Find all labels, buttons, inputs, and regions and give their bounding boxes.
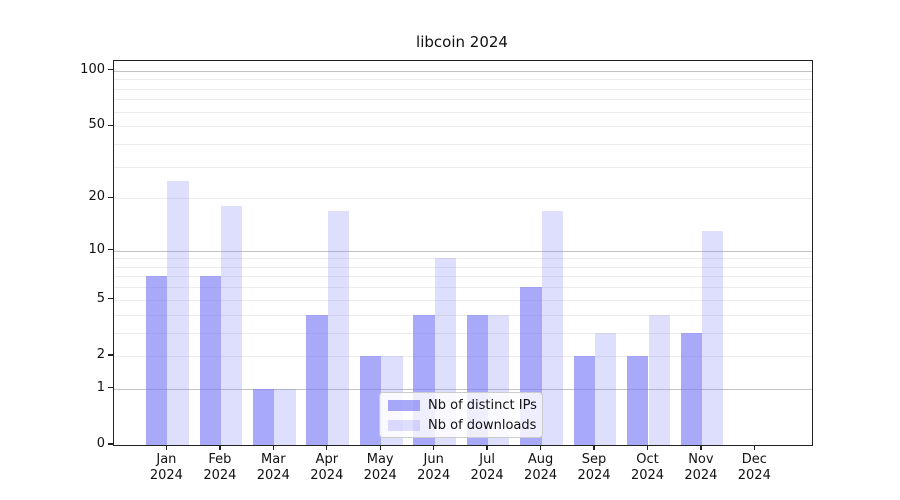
gridline-minor: [114, 166, 812, 168]
y-tick-mark: [108, 196, 113, 198]
x-tick-label: May 2024: [363, 452, 397, 483]
bar-downloads-jan: [167, 180, 189, 445]
x-tick-label: Jun 2024: [417, 452, 451, 483]
x-tick-mark: [219, 445, 221, 450]
bar-ips-oct: [627, 355, 649, 445]
legend-swatch-downloads: [388, 419, 420, 431]
y-tick-mark: [108, 298, 113, 300]
x-tick-label: Jul 2024: [470, 452, 504, 483]
gridline-major: [114, 70, 812, 73]
x-tick-mark: [165, 445, 168, 450]
y-tick-mark: [108, 387, 113, 389]
y-tick-label: 20: [88, 189, 105, 205]
bar-ips-apr: [306, 314, 328, 445]
legend-swatch-distinct-ips: [388, 399, 420, 411]
gridline-minor: [114, 111, 812, 113]
x-tick-mark: [539, 445, 542, 450]
gridline-minor: [114, 99, 812, 101]
y-tick-mark: [108, 124, 113, 126]
x-tick-mark: [379, 445, 381, 450]
x-tick-mark: [753, 445, 755, 450]
legend-entry-downloads: Nb of downloads: [388, 417, 537, 433]
x-tick-label: Aug 2024: [524, 452, 558, 483]
bar-downloads-feb: [220, 206, 243, 445]
y-tick-mark: [108, 248, 113, 251]
y-tick-label: 100: [80, 61, 105, 77]
y-tick-label: 2: [96, 346, 105, 362]
x-tick-label: Oct 2024: [630, 452, 665, 483]
x-tick-label: Apr 2024: [310, 452, 344, 483]
x-tick-mark: [326, 445, 328, 450]
x-tick-label: Sep 2024: [577, 452, 611, 483]
x-tick-label: Jan 2024: [149, 452, 183, 483]
legend-label-distinct-ips: Nb of distinct IPs: [428, 397, 537, 413]
bar-downloads-mar: [274, 388, 296, 445]
legend: Nb of distinct IPs Nb of downloads: [379, 392, 543, 438]
x-tick-mark: [700, 445, 702, 450]
gridline-minor: [114, 88, 812, 90]
x-tick-label: Feb 2024: [203, 452, 237, 483]
gridline-minor: [114, 79, 812, 81]
x-tick-mark: [486, 445, 488, 450]
bar-ips-mar: [253, 388, 275, 445]
bar-downloads-sep: [595, 332, 617, 445]
y-tick-label: 5: [96, 290, 105, 306]
bar-ips-feb: [199, 276, 221, 445]
x-tick-label: Mar 2024: [256, 452, 290, 483]
bar-downloads-apr: [327, 210, 350, 445]
gridline-minor: [114, 126, 812, 128]
y-tick-label: 50: [88, 117, 105, 133]
bar-downloads-oct: [648, 314, 670, 445]
chart-title: libcoin 2024: [416, 33, 508, 51]
legend-label-downloads: Nb of downloads: [428, 417, 537, 433]
x-tick-label: Dec 2024: [737, 452, 771, 483]
y-tick-label: 0: [96, 436, 105, 451]
gridline-minor: [114, 143, 812, 145]
x-tick-mark: [646, 445, 649, 450]
bar-ips-jan: [146, 276, 168, 445]
x-tick-label: Nov 2024: [684, 452, 718, 483]
bar-ips-may: [359, 355, 382, 445]
y-tick-mark: [108, 354, 113, 356]
bar-ips-nov: [680, 332, 702, 445]
y-tick-mark: [108, 69, 113, 71]
y-tick-label: 1: [96, 379, 105, 395]
x-tick-mark: [272, 445, 274, 450]
bar-ips-sep: [573, 355, 595, 445]
legend-entry-distinct-ips: Nb of distinct IPs: [388, 397, 537, 413]
x-tick-mark: [433, 445, 435, 450]
y-tick-label: 10: [88, 241, 105, 257]
y-tick-mark: [108, 443, 113, 445]
bar-downloads-aug: [541, 210, 563, 445]
gridline-minor: [114, 198, 812, 200]
x-tick-mark: [593, 445, 595, 450]
bar-downloads-nov: [701, 231, 724, 445]
plot-area: [113, 60, 813, 446]
